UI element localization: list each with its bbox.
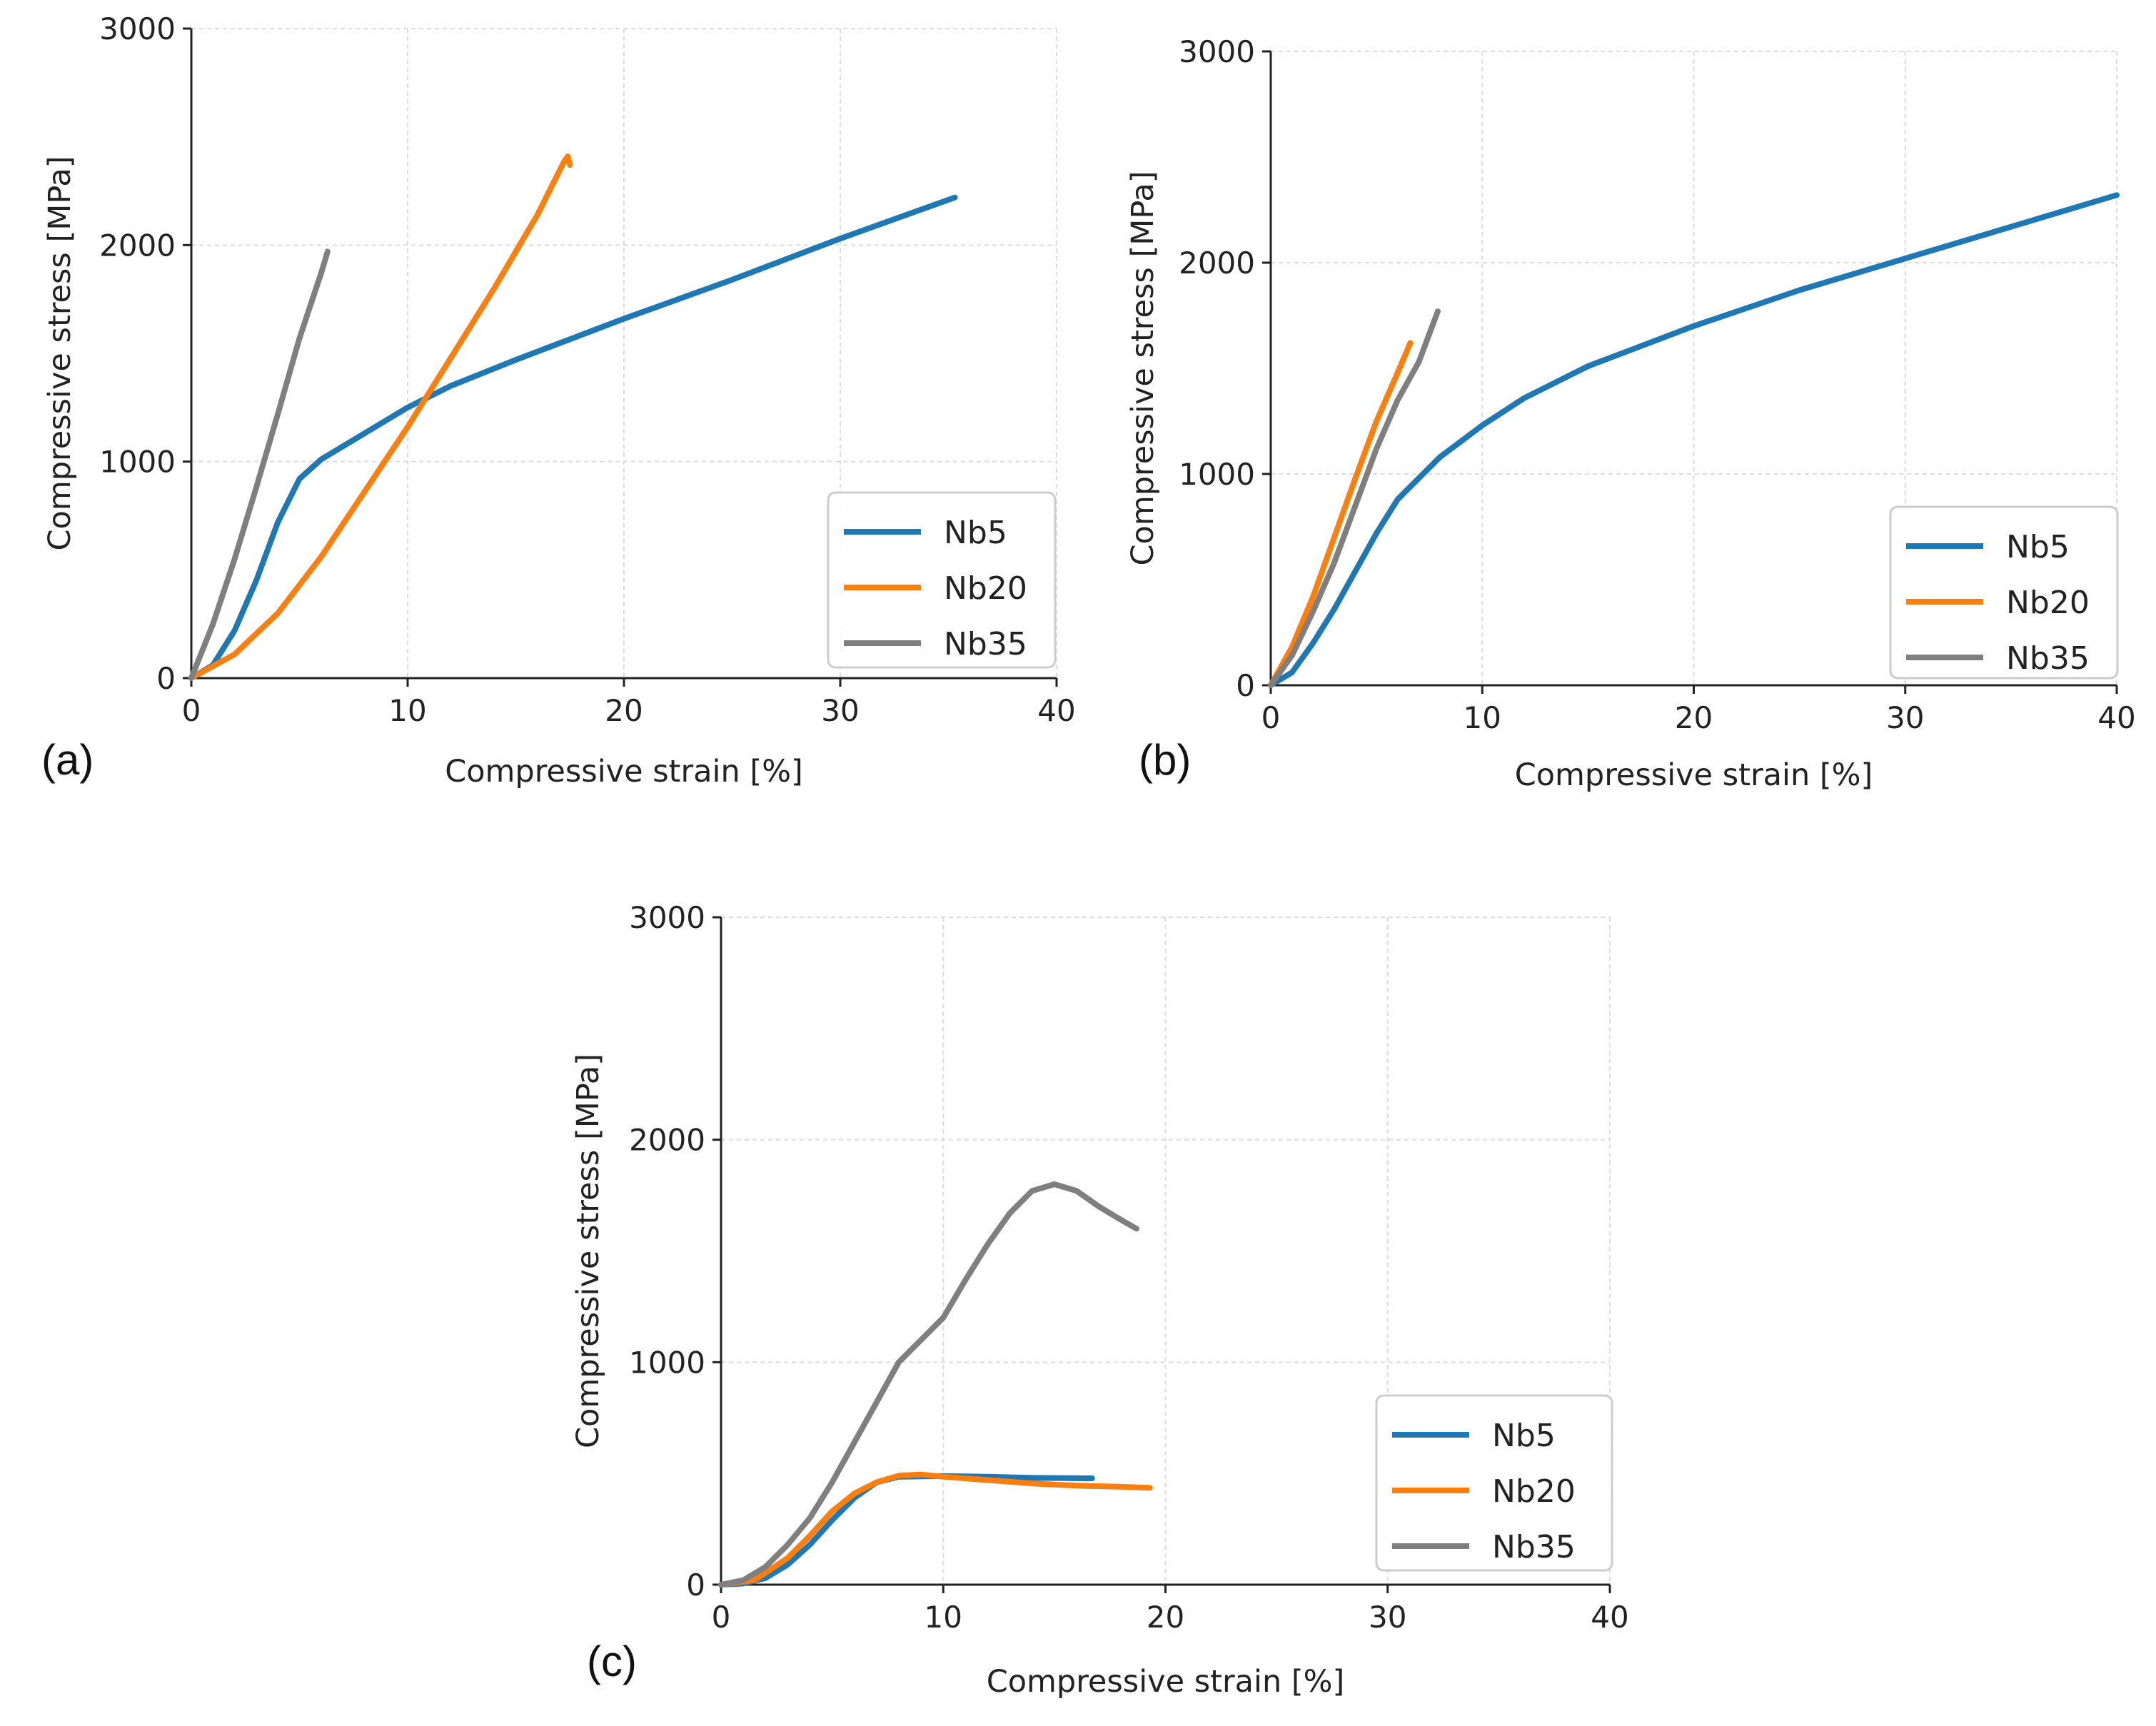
series-line-nb35 xyxy=(188,248,331,681)
legend-label: Nb35 xyxy=(2006,640,2090,677)
legend-label: Nb20 xyxy=(1492,1473,1576,1510)
series-line-nb20 xyxy=(1268,340,1414,688)
legend-box xyxy=(1889,505,2119,680)
y-tick-label: 1000 xyxy=(629,1345,705,1380)
y-tick-label: 3000 xyxy=(629,900,705,935)
series-line-nb5 xyxy=(1268,192,2120,688)
legend-box xyxy=(827,491,1057,669)
y-tick-label: 1000 xyxy=(1179,457,1255,492)
x-tick-label: 0 xyxy=(1261,700,1281,735)
series-line-nb5 xyxy=(188,194,958,681)
y-tick-label: 0 xyxy=(686,1568,705,1603)
series-line-nb5 xyxy=(718,1473,1095,1588)
panel-label: (a) xyxy=(41,736,94,784)
panel-label: (b) xyxy=(1139,736,1191,784)
legend-label: Nb35 xyxy=(1492,1529,1576,1565)
y-tick-label: 0 xyxy=(1236,668,1255,703)
x-tick-label: 10 xyxy=(1464,700,1501,735)
y-axis-label: Compressive stress [MPa] xyxy=(1125,171,1161,566)
panel-c: 0 10 20 30 40 0 1000 2000 3000 Compressive strain… xyxy=(570,900,1629,1700)
x-tick-label: 0 xyxy=(712,1600,731,1635)
series-line-nb35 xyxy=(718,1181,1139,1588)
y-axis-label: Compressive stress [MPa] xyxy=(42,156,78,551)
y-tick-label: 2000 xyxy=(1179,246,1255,281)
legend-label: Nb20 xyxy=(944,570,1027,607)
x-tick-label: 30 xyxy=(1369,1600,1406,1635)
y-tick-label: 3000 xyxy=(1179,34,1255,69)
legend-label: Nb20 xyxy=(2006,585,2090,621)
panel-a: 0 10 20 30 40 0 1000 2000 3000 Compressive strain… xyxy=(41,11,1076,789)
x-tick-label: 20 xyxy=(1675,700,1713,735)
y-tick-label: 3000 xyxy=(99,11,176,46)
x-tick-label: 20 xyxy=(1147,1600,1184,1635)
x-tick-label: 0 xyxy=(182,693,201,728)
legend-label: Nb5 xyxy=(1492,1418,1556,1454)
x-tick-label: 40 xyxy=(1591,1600,1628,1635)
legend-label: Nb5 xyxy=(2006,529,2070,565)
y-axis-label: Compressive stress [MPa] xyxy=(570,1054,606,1448)
y-tick-label: 2000 xyxy=(629,1123,705,1158)
x-tick-label: 20 xyxy=(605,693,643,728)
x-tick-label: 30 xyxy=(821,693,859,728)
series-line-nb20 xyxy=(188,153,573,681)
y-tick-label: 1000 xyxy=(99,445,176,480)
legend-label: Nb35 xyxy=(944,626,1027,662)
series-line-nb35 xyxy=(1268,308,1441,688)
panel-label: (c) xyxy=(587,1637,637,1685)
panel-b: 0 10 20 30 40 0 1000 2000 3000 Compressive strain… xyxy=(1125,34,2136,793)
x-tick-label: 40 xyxy=(2097,700,2135,735)
x-tick-label: 30 xyxy=(1886,700,1924,735)
legend-label: Nb5 xyxy=(944,515,1007,551)
x-axis-label: Compressive strain [%] xyxy=(1515,757,1873,793)
y-tick-label: 0 xyxy=(156,661,176,696)
x-tick-label: 10 xyxy=(925,1600,962,1635)
series-line-nb20 xyxy=(718,1471,1153,1588)
legend-box xyxy=(1375,1394,1613,1572)
x-axis-label: Compressive strain [%] xyxy=(445,754,803,789)
x-axis-label: Compressive strain [%] xyxy=(987,1664,1345,1700)
x-tick-label: 10 xyxy=(388,693,426,728)
x-tick-label: 40 xyxy=(1037,693,1075,728)
y-tick-label: 2000 xyxy=(99,228,176,263)
